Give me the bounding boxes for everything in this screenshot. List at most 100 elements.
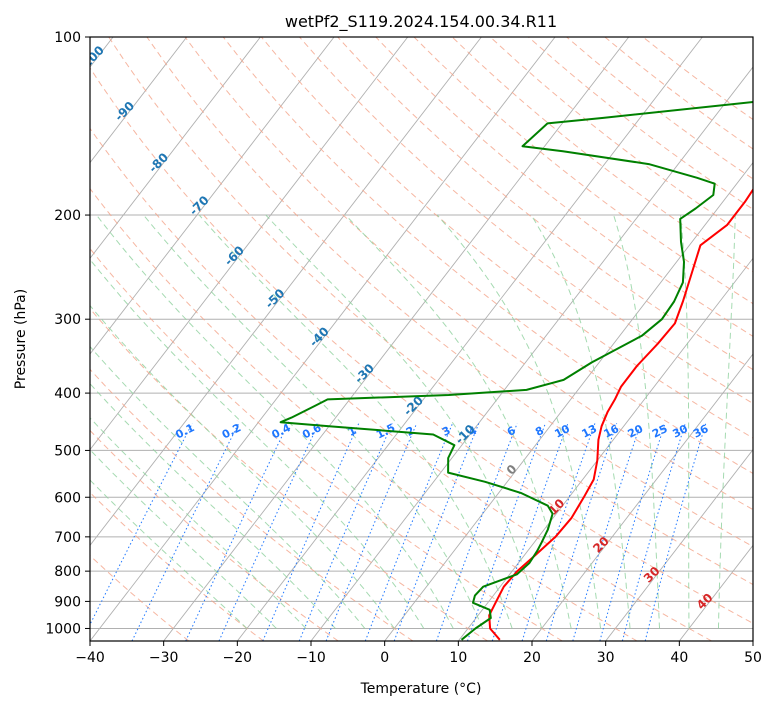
moist-adiabat-line xyxy=(90,382,336,629)
y-tick-label: 300 xyxy=(54,312,81,328)
y-tick-label: 500 xyxy=(54,443,81,459)
dry-adiabat-line xyxy=(337,37,753,371)
dry-adiabat-line xyxy=(90,429,339,641)
mixing-ratio-label: 30 xyxy=(670,422,690,441)
chart-title: wetPf2_S119.2024.154.00.34.R11 xyxy=(285,12,557,32)
profile-line xyxy=(488,187,753,641)
isotherm-line xyxy=(236,37,703,641)
moist-adiabat-line xyxy=(198,214,513,629)
x-tick-label: 0 xyxy=(380,650,389,666)
y-tick-label: 700 xyxy=(54,530,81,546)
moist-adiabat-line xyxy=(96,214,454,629)
x-tick-label: 30 xyxy=(597,650,615,666)
isotherm-lines xyxy=(90,37,753,641)
y-tick-label: 900 xyxy=(54,594,81,610)
dry-adiabat-line xyxy=(90,307,488,641)
isotherm-line xyxy=(90,37,482,547)
x-tick-label: −30 xyxy=(149,650,179,666)
mixing-ratio-line xyxy=(644,423,707,641)
x-axis-label: Temperature (°C) xyxy=(360,681,482,697)
x-tick-label: 50 xyxy=(744,650,762,666)
dry-adiabat-line xyxy=(108,37,753,586)
y-tick-label: 600 xyxy=(54,490,81,506)
moist-adiabat-line xyxy=(90,345,366,629)
y-axis-label: Pressure (hPa) xyxy=(13,289,29,389)
y-axis-ticks: 100 200 300 400 500 600 700 800 900 1000 xyxy=(45,30,90,637)
mixing-ratio-label: 36 xyxy=(691,422,711,441)
mixing-ratio-line xyxy=(621,423,686,641)
moist-adiabat-line xyxy=(90,258,425,629)
x-tick-label: −10 xyxy=(296,650,326,666)
isotherm-line xyxy=(90,37,261,260)
mixing-ratio-line xyxy=(262,423,360,641)
x-tick-label: 40 xyxy=(670,650,688,666)
dry-adiabat-line xyxy=(90,67,753,624)
moist-adiabat-line xyxy=(265,214,543,629)
mixing-ratio-label: 10 xyxy=(552,422,572,441)
moist-adiabat-line xyxy=(90,449,277,629)
dry-adiabat-line xyxy=(184,37,753,511)
mixing-ratio-line xyxy=(435,423,518,641)
isotherm-line xyxy=(90,37,188,164)
x-tick-label: 10 xyxy=(449,650,467,666)
x-tick-label: −20 xyxy=(223,650,253,666)
dry-adiabat-line xyxy=(413,37,753,305)
isotherm-line xyxy=(90,37,409,451)
mixing-ratio-line xyxy=(325,423,418,641)
moist-adiabat-line xyxy=(436,214,602,629)
isotherm-line xyxy=(163,37,630,641)
mixing-ratio-line xyxy=(218,423,320,641)
isotherm-line xyxy=(531,353,753,641)
mixing-ratio-label: 13 xyxy=(580,422,600,441)
dry-adiabat-line xyxy=(146,37,753,548)
dry-adiabat-line xyxy=(90,127,712,641)
x-tick-label: −40 xyxy=(75,650,105,666)
moist-adiabat-line xyxy=(90,417,307,629)
isotherm-line xyxy=(90,37,556,641)
profile-series xyxy=(279,100,753,641)
mixing-ratio-line xyxy=(467,423,546,641)
isobar-gridlines xyxy=(90,37,753,629)
x-tick-label: 20 xyxy=(523,650,541,666)
isotherm-line xyxy=(457,257,753,641)
mixing-ratio-line xyxy=(185,423,289,641)
mixing-ratio-label: 20 xyxy=(626,422,646,441)
mixing-ratio-line xyxy=(90,423,193,626)
isotherm-line xyxy=(384,161,753,641)
dry-adiabat-line xyxy=(90,368,414,641)
y-tick-label: 800 xyxy=(54,564,81,580)
y-tick-label: 1000 xyxy=(45,621,81,637)
mixing-ratio-line xyxy=(599,423,666,641)
dry-adiabat-line xyxy=(90,247,563,641)
moist-adiabats xyxy=(90,214,736,629)
y-tick-label: 400 xyxy=(54,386,81,402)
moist-adiabat-line xyxy=(90,479,248,629)
plot-frame xyxy=(89,36,754,642)
x-axis-ticks: −40 −30 −20 −10 0 10 20 30 40 50 xyxy=(75,641,762,666)
mixing-ratio-line xyxy=(393,423,480,641)
isotherm-line xyxy=(605,448,753,641)
mixing-ratio-line xyxy=(364,423,453,641)
moist-adiabat-line xyxy=(345,214,572,629)
moist-adiabat-line xyxy=(613,214,660,629)
dry-adiabat-line xyxy=(90,554,190,641)
background-lines xyxy=(90,37,753,641)
isotherm-line xyxy=(90,37,335,355)
moist-adiabat-line xyxy=(718,214,736,629)
moist-adiabat-line xyxy=(530,214,631,629)
dry-adiabat-line xyxy=(375,37,753,337)
moist-adiabat-line xyxy=(90,304,395,629)
mixing-ratio-line xyxy=(131,423,240,641)
moist-adiabat-line xyxy=(680,214,690,629)
moist-adiabat-line xyxy=(143,214,484,629)
profile-line xyxy=(279,100,753,641)
y-tick-label: 100 xyxy=(54,30,81,46)
dry-adiabat-line xyxy=(299,37,753,405)
y-tick-label: 200 xyxy=(54,208,81,224)
mixing-ratio-label: 25 xyxy=(650,422,670,441)
mixing-ratio-label: 16 xyxy=(602,422,622,441)
dry-adiabats xyxy=(90,37,753,641)
mixing-ratio-lines xyxy=(90,423,707,641)
mixing-ratio-line xyxy=(298,423,393,641)
